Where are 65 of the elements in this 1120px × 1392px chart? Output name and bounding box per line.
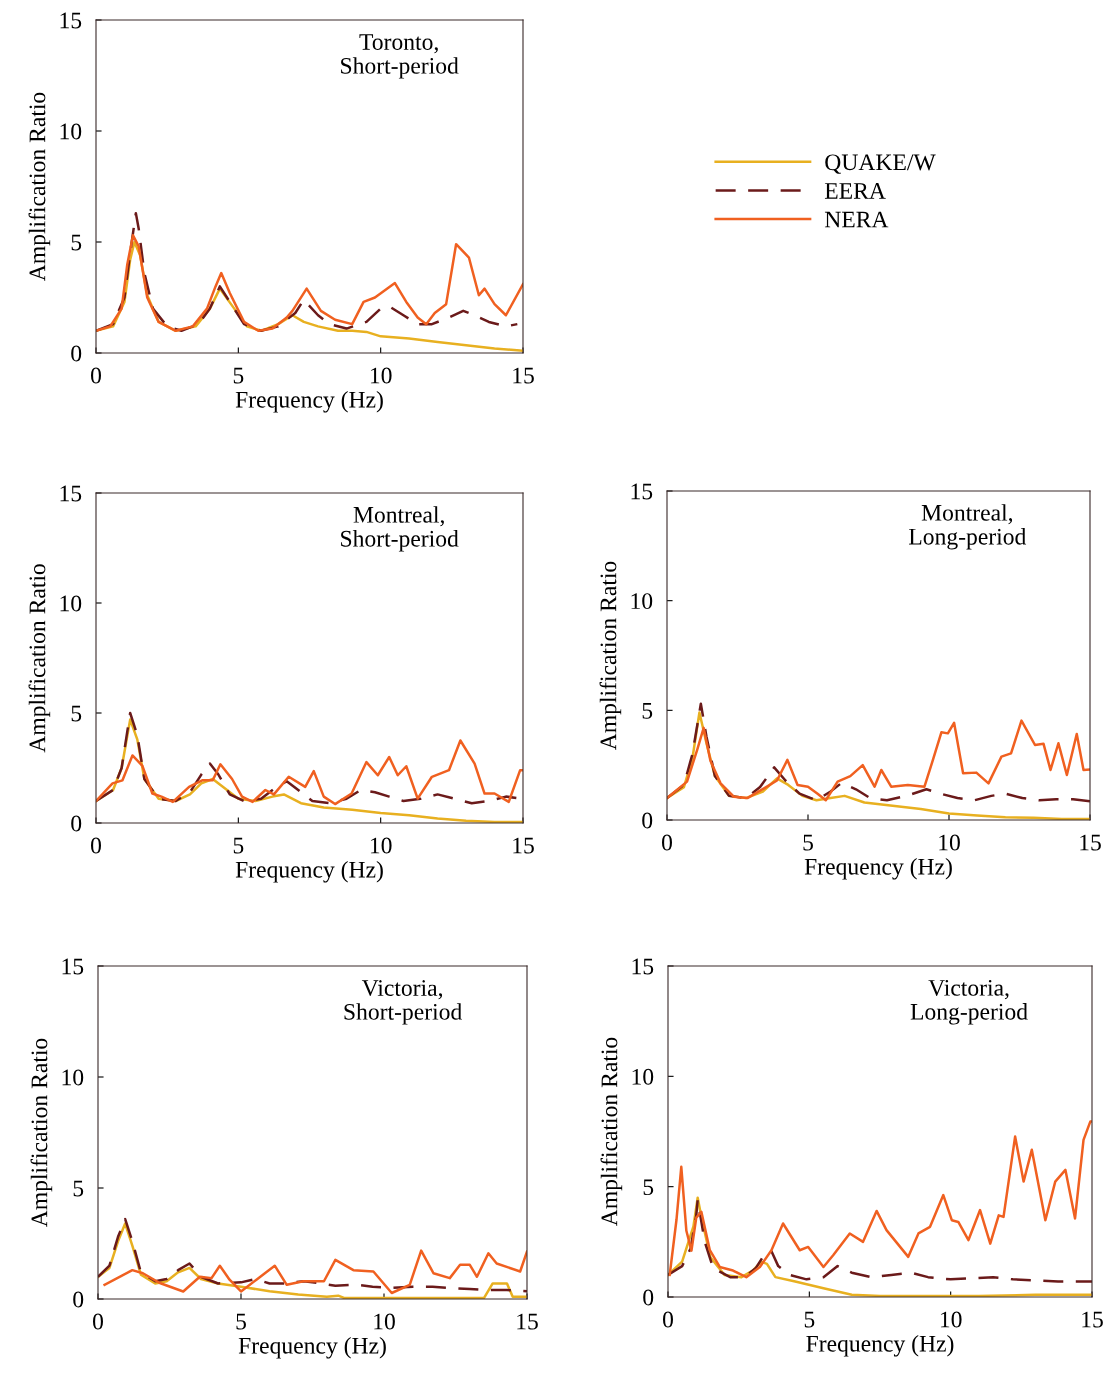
x-axis-title: Frequency (Hz) xyxy=(804,858,952,880)
x-axis-title: Frequency (Hz) xyxy=(235,391,383,413)
text: Montreal, Long-period xyxy=(909,504,1027,550)
y-tick-label: 5 xyxy=(643,1179,654,1196)
y-tick-label: 15 xyxy=(60,12,82,29)
y-axis-title: Amplification Ratio xyxy=(30,1038,53,1228)
text: Montreal, Short-period xyxy=(341,506,459,552)
x-tick-label: 10 xyxy=(370,367,392,384)
x-tick-label: 0 xyxy=(663,1311,673,1328)
x-tick-label: 15 xyxy=(1082,1311,1103,1328)
x-axis-title: Frequency (Hz) xyxy=(806,1335,954,1357)
line-series xyxy=(668,1198,1092,1283)
x-tick-label: 15 xyxy=(513,367,534,384)
line-series xyxy=(103,1249,527,1295)
x-tick-label: 5 xyxy=(804,1311,815,1328)
y-tick-label: 0 xyxy=(643,1289,654,1306)
line-series xyxy=(96,234,523,333)
line-series xyxy=(96,211,519,333)
line-series xyxy=(667,719,1090,802)
x-tick-label: 15 xyxy=(513,837,534,854)
y-axis-title: Amplification Ratio xyxy=(28,92,51,282)
x-tick-label: 0 xyxy=(91,837,101,854)
x-tick-label: 10 xyxy=(939,834,960,851)
x-axis-title: Frequency (Hz) xyxy=(235,861,383,883)
y-axis-title: Amplification Ratio xyxy=(28,564,51,753)
y-tick-label: 15 xyxy=(62,958,84,975)
y-tick-label: 10 xyxy=(631,593,653,610)
legend-label: EERA xyxy=(824,183,886,199)
y-axis-title: Amplification Ratio xyxy=(600,1037,623,1227)
text: Toronto, Short-period xyxy=(341,34,459,79)
y-tick-label: 15 xyxy=(632,958,654,975)
y-tick-label: 0 xyxy=(73,1291,84,1308)
y-tick-label: 5 xyxy=(71,234,82,251)
y-tick-label: 10 xyxy=(632,1068,654,1085)
y-tick-label: 0 xyxy=(71,815,82,832)
y-tick-label: 0 xyxy=(71,345,82,362)
y-tick-label: 10 xyxy=(60,123,82,140)
x-tick-label: 5 xyxy=(236,1313,246,1330)
legend-label: NERA xyxy=(824,211,889,228)
y-tick-label: 5 xyxy=(642,703,653,719)
x-tick-label: 0 xyxy=(93,1313,103,1330)
x-tick-label: 15 xyxy=(1080,834,1101,851)
y-tick-label: 10 xyxy=(62,1069,84,1086)
x-axis-title: Frequency (Hz) xyxy=(238,1337,386,1359)
x-tick-label: 0 xyxy=(662,834,672,851)
y-axis-title: Amplification Ratio xyxy=(599,561,622,751)
line-series xyxy=(96,739,523,806)
y-tick-label: 5 xyxy=(71,705,82,722)
x-tick-label: 5 xyxy=(233,837,244,854)
x-tick-label: 5 xyxy=(803,834,813,851)
x-tick-label: 0 xyxy=(91,367,101,384)
x-tick-label: 10 xyxy=(940,1311,962,1328)
line-series xyxy=(668,1120,1092,1279)
x-tick-label: 5 xyxy=(233,367,244,384)
y-tick-label: 0 xyxy=(642,812,653,829)
y-tick-label: 15 xyxy=(631,483,653,500)
x-tick-label: 10 xyxy=(374,1313,395,1330)
y-tick-label: 10 xyxy=(60,595,82,612)
text: Victoria, Long-period xyxy=(910,979,1028,1025)
text: Victoria, Short-period xyxy=(344,980,462,1025)
y-tick-label: 5 xyxy=(73,1180,84,1197)
legend-label: QUAKE/W xyxy=(825,154,936,174)
x-tick-label: 10 xyxy=(370,837,392,854)
y-tick-label: 15 xyxy=(60,485,82,502)
x-tick-label: 15 xyxy=(517,1313,538,1330)
